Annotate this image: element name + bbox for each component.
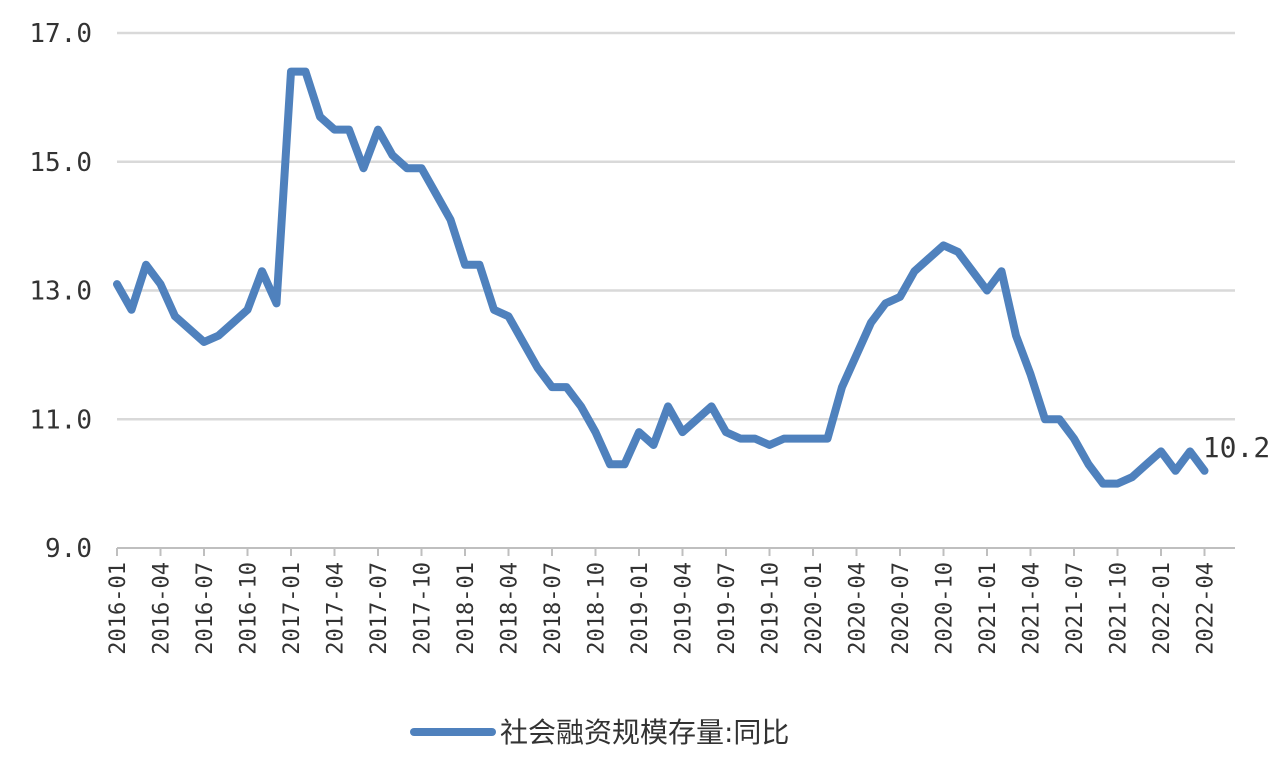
x-tick-label: 2018-04 bbox=[498, 562, 523, 655]
x-tick-label: 2022-04 bbox=[1194, 562, 1219, 655]
x-tick-label: 2021-01 bbox=[976, 562, 1001, 655]
x-tick-label: 2021-10 bbox=[1107, 562, 1132, 655]
legend-label: 社会融资规模存量:同比 bbox=[500, 716, 789, 749]
y-tick-label: 11.0 bbox=[29, 405, 92, 435]
y-axis-ticks: 9.0 11.0 13.0 15.0 17.0 bbox=[29, 19, 92, 564]
x-tick-label: 2017-07 bbox=[367, 562, 392, 655]
last-value-label: 10.2 bbox=[1203, 431, 1270, 464]
y-tick-label: 17.0 bbox=[29, 19, 92, 49]
x-tick-label: 2021-07 bbox=[1063, 562, 1088, 655]
series-line-shrzgmcl-yoy bbox=[113, 67, 1209, 488]
legend: 社会融资规模存量:同比 bbox=[410, 716, 789, 749]
x-tick-label: 2017-10 bbox=[411, 562, 436, 655]
x-tick-label: 2019-01 bbox=[628, 562, 653, 655]
x-tick-label: 2020-10 bbox=[933, 562, 958, 655]
x-tick-label: 2021-04 bbox=[1020, 562, 1045, 655]
x-tick-label: 2019-10 bbox=[759, 562, 784, 655]
x-tick-label: 2020-01 bbox=[802, 562, 827, 655]
x-tick-label: 2022-01 bbox=[1150, 562, 1175, 655]
x-tick-label: 2016-01 bbox=[106, 562, 131, 655]
x-tick-label: 2016-07 bbox=[193, 562, 218, 655]
x-tick-label: 2017-04 bbox=[324, 562, 349, 655]
x-tick-label: 2019-07 bbox=[715, 562, 740, 655]
x-axis-ticks: 2016-01 2016-04 2016-07 2016-10 2017-01 2017-… bbox=[106, 548, 1219, 655]
x-tick-label: 2018-10 bbox=[585, 562, 610, 655]
x-tick-label: 2020-04 bbox=[846, 562, 871, 655]
x-tick-label: 2018-01 bbox=[454, 562, 479, 655]
x-tick-label: 2016-10 bbox=[237, 562, 262, 655]
y-tick-label: 13.0 bbox=[29, 277, 92, 307]
y-tick-label: 15.0 bbox=[29, 148, 92, 178]
x-tick-label: 2017-01 bbox=[280, 562, 305, 655]
x-tick-label: 2020-07 bbox=[889, 562, 914, 655]
y-tick-label: 9.0 bbox=[45, 534, 92, 564]
x-tick-label: 2019-04 bbox=[672, 562, 697, 655]
x-tick-label: 2016-04 bbox=[150, 562, 175, 655]
x-tick-label: 2018-07 bbox=[541, 562, 566, 655]
